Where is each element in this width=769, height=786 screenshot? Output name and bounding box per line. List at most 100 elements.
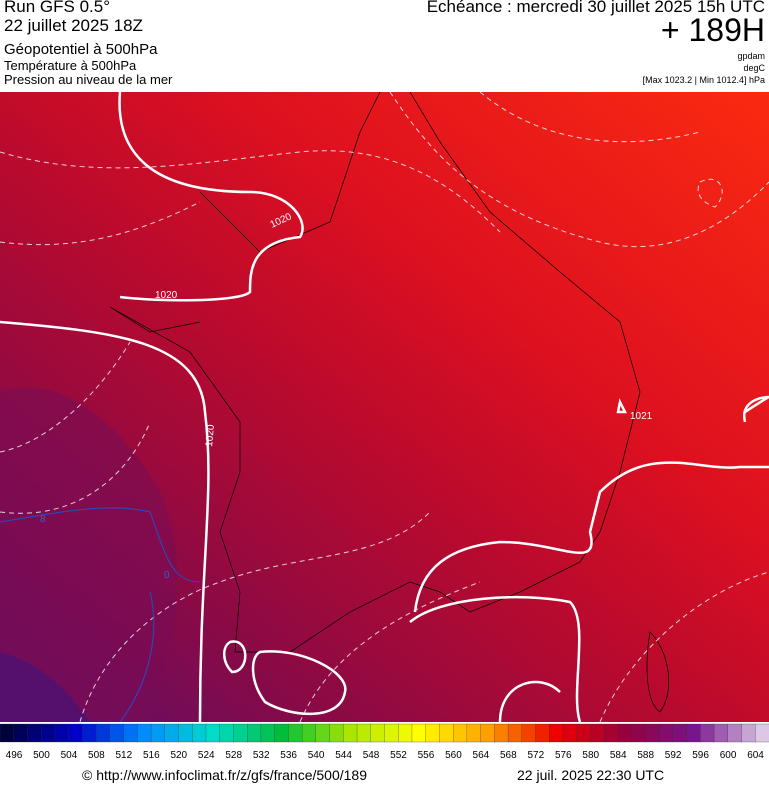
shade xyxy=(0,652,90,722)
colorbar-swatch xyxy=(453,723,468,743)
colorbar-swatch xyxy=(27,723,42,743)
colorbar-swatch xyxy=(549,723,564,743)
colorbar-swatch xyxy=(398,723,413,743)
valid-time: Echéance : mercredi 30 juillet 2025 15h … xyxy=(426,0,765,16)
contour-label: 8 xyxy=(40,514,46,525)
colorbar-swatch xyxy=(233,723,248,743)
colorbar-label: 600 xyxy=(720,750,737,761)
colorbar-swatch xyxy=(150,723,166,743)
colorbar-label: 580 xyxy=(582,750,599,761)
colorbar-swatch xyxy=(384,723,399,743)
colorbar-swatch xyxy=(480,723,496,743)
colorbar-label: 544 xyxy=(335,750,352,761)
colorbar-swatch xyxy=(645,723,660,743)
colorbar-swatch xyxy=(562,723,578,743)
colorbar-swatch xyxy=(617,723,633,743)
colorbar-swatch xyxy=(178,723,193,743)
colorbar-label: 520 xyxy=(170,750,187,761)
source: © http://www.infoclimat.fr/z/gfs/france/… xyxy=(82,767,367,783)
colorbar-swatch xyxy=(425,723,441,743)
colorbar-label: 516 xyxy=(143,750,160,761)
colorbar-swatch xyxy=(507,723,523,743)
isobar xyxy=(0,92,769,723)
colorbar-swatch xyxy=(713,723,729,743)
colorbar-swatch xyxy=(41,723,56,743)
colorbar-swatch xyxy=(466,723,482,743)
colorbar-label: 604 xyxy=(747,750,764,761)
colorbar-swatch xyxy=(54,723,70,743)
colorbar-swatch xyxy=(68,723,84,743)
colorbar-swatch xyxy=(13,723,29,743)
colorbar-label: 576 xyxy=(555,750,572,761)
colorbar-swatch xyxy=(439,723,454,743)
colorbar-swatch xyxy=(123,723,138,743)
colorbar-swatch xyxy=(604,723,619,743)
contour-label: 0 xyxy=(164,570,170,581)
colorbar-label: 536 xyxy=(280,750,297,761)
colorbar-swatch xyxy=(535,723,550,743)
colorbar-swatch xyxy=(137,723,152,743)
colorbar-label: 512 xyxy=(116,750,133,761)
colorbar-label: 532 xyxy=(253,750,270,761)
unit: degC xyxy=(743,63,765,73)
pressure-range: [Max 1023.2 | Min 1012.4] hPa xyxy=(642,75,765,85)
colorbar-swatch xyxy=(164,723,180,743)
shade xyxy=(0,387,178,722)
colorbar-swatch xyxy=(576,723,592,743)
lead-time: + 189H xyxy=(660,12,765,48)
colorbar-swatch xyxy=(411,723,427,743)
temperature-line xyxy=(0,507,201,723)
contour-label: 1020 xyxy=(204,424,217,448)
colorbar-swatch xyxy=(521,723,537,743)
geopotential-line xyxy=(0,92,769,723)
colorbar-label: 592 xyxy=(665,750,682,761)
colorbar-label: 564 xyxy=(473,750,490,761)
colorbar-swatch xyxy=(741,723,756,743)
unit: gpdam xyxy=(737,51,765,61)
colorbar-swatch xyxy=(658,723,674,743)
colorbar-swatch xyxy=(205,723,221,743)
colorbar-label: 496 xyxy=(6,750,23,761)
map: 1020 1020 1020 1021 8 0 496 500 504 508 512 5… xyxy=(0,92,769,761)
colorbar-swatch xyxy=(315,723,331,743)
coastline xyxy=(109,92,670,713)
colorbar-label: 524 xyxy=(198,750,215,761)
colorbar-label: 572 xyxy=(527,750,544,761)
colorbar-label: 548 xyxy=(363,750,380,761)
field-label: Température à 500hPa xyxy=(4,58,137,73)
contour-label: 1020 xyxy=(155,290,178,301)
colorbar-swatch xyxy=(727,723,743,743)
colorbar-swatch xyxy=(590,723,605,743)
colorbar-label: 560 xyxy=(445,750,462,761)
colorbar-swatch xyxy=(260,723,276,743)
colorbar-swatch xyxy=(0,723,15,743)
colorbar-label: 500 xyxy=(33,750,50,761)
colorbar-swatch xyxy=(631,723,647,743)
colorbar-label: 508 xyxy=(88,750,105,761)
colorbar: 496 500 504 508 512 516 520 524 528 532 536 540 544 5… xyxy=(0,723,769,761)
colorbar-label: 584 xyxy=(610,750,627,761)
colorbar-swatch xyxy=(672,723,688,743)
colorbar-label: 568 xyxy=(500,750,517,761)
colorbar-swatch xyxy=(109,723,125,743)
colorbar-swatch xyxy=(494,723,509,743)
colorbar-swatch xyxy=(274,723,290,743)
field-label: Pression au niveau de la mer xyxy=(4,72,173,87)
colorbar-swatch xyxy=(82,723,97,743)
colorbar-label: 504 xyxy=(61,750,78,761)
colorbar-label: 528 xyxy=(225,750,242,761)
colorbar-swatch xyxy=(329,723,344,743)
colorbar-label: 540 xyxy=(308,750,325,761)
colorbar-swatch xyxy=(247,723,262,743)
run: Run GFS 0.5° xyxy=(4,0,111,16)
colorbar-swatch xyxy=(700,723,715,743)
colorbar-swatch xyxy=(95,723,111,743)
colorbar-swatch xyxy=(288,723,303,743)
colorbar-label: 588 xyxy=(637,750,654,761)
colorbar-swatch xyxy=(301,723,317,743)
colorbar-swatch xyxy=(755,723,769,743)
colorbar-swatch xyxy=(370,723,386,743)
colorbar-swatch xyxy=(356,723,372,743)
contour-label: 1021 xyxy=(630,411,653,422)
